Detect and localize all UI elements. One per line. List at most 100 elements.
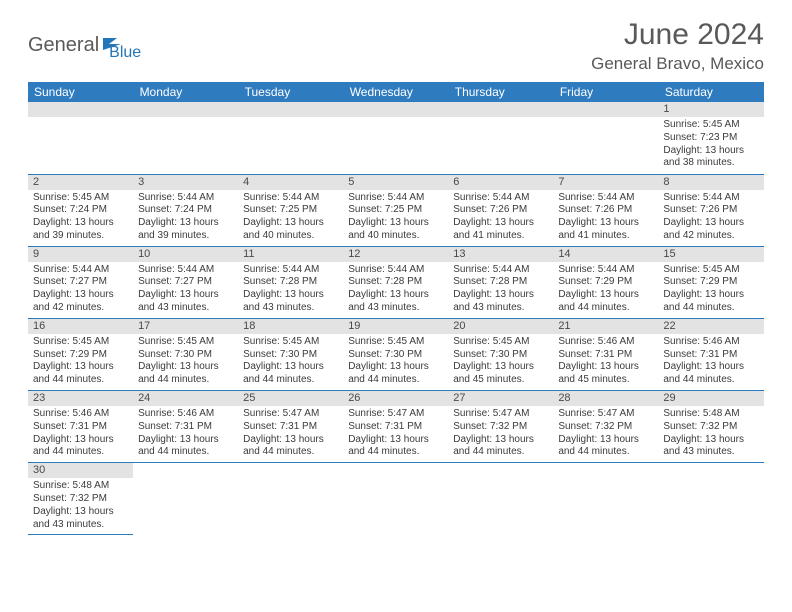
day-number: 3 (133, 175, 238, 190)
calendar-day-cell: 7Sunrise: 5:44 AMSunset: 7:26 PMDaylight… (553, 174, 658, 246)
calendar-day-cell: 11Sunrise: 5:44 AMSunset: 7:28 PMDayligh… (238, 246, 343, 318)
calendar-table: Sunday Monday Tuesday Wednesday Thursday… (28, 82, 764, 535)
day-details: Sunrise: 5:46 AMSunset: 7:31 PMDaylight:… (133, 406, 238, 462)
day-number (238, 102, 343, 117)
sunset-line: Sunset: 7:26 PM (453, 204, 548, 217)
calendar-week-row: 30Sunrise: 5:48 AMSunset: 7:32 PMDayligh… (28, 463, 764, 535)
sunrise-line: Sunrise: 5:44 AM (453, 264, 548, 277)
sunset-line: Sunset: 7:31 PM (663, 349, 758, 362)
calendar-day-cell: 28Sunrise: 5:47 AMSunset: 7:32 PMDayligh… (553, 391, 658, 463)
sunset-line: Sunset: 7:31 PM (348, 421, 443, 434)
calendar-day-cell: 25Sunrise: 5:47 AMSunset: 7:31 PMDayligh… (238, 391, 343, 463)
daylight-line: Daylight: 13 hours and 43 minutes. (663, 434, 758, 460)
sunset-line: Sunset: 7:29 PM (558, 276, 653, 289)
calendar-week-row: 23Sunrise: 5:46 AMSunset: 7:31 PMDayligh… (28, 391, 764, 463)
sunset-line: Sunset: 7:31 PM (33, 421, 128, 434)
sunrise-line: Sunrise: 5:47 AM (453, 408, 548, 421)
day-number (238, 463, 343, 478)
day-number: 16 (28, 319, 133, 334)
daylight-line: Daylight: 13 hours and 44 minutes. (348, 434, 443, 460)
calendar-week-row: 1Sunrise: 5:45 AMSunset: 7:23 PMDaylight… (28, 102, 764, 174)
daylight-line: Daylight: 13 hours and 44 minutes. (453, 434, 548, 460)
sunrise-line: Sunrise: 5:44 AM (243, 264, 338, 277)
daylight-line: Daylight: 13 hours and 43 minutes. (33, 506, 128, 532)
calendar-day-cell (133, 102, 238, 174)
sunrise-line: Sunrise: 5:47 AM (558, 408, 653, 421)
daylight-line: Daylight: 13 hours and 44 minutes. (33, 434, 128, 460)
sunrise-line: Sunrise: 5:44 AM (453, 192, 548, 205)
daylight-line: Daylight: 13 hours and 41 minutes. (558, 217, 653, 243)
day-details: Sunrise: 5:45 AMSunset: 7:30 PMDaylight:… (343, 334, 448, 390)
day-number: 13 (448, 247, 553, 262)
calendar-day-cell: 19Sunrise: 5:45 AMSunset: 7:30 PMDayligh… (343, 318, 448, 390)
daylight-line: Daylight: 13 hours and 38 minutes. (663, 145, 758, 171)
day-number: 22 (658, 319, 763, 334)
sunset-line: Sunset: 7:31 PM (138, 421, 233, 434)
daylight-line: Daylight: 13 hours and 44 minutes. (33, 361, 128, 387)
day-number: 30 (28, 463, 133, 478)
weekday-header: Thursday (448, 82, 553, 102)
sunrise-line: Sunrise: 5:45 AM (33, 192, 128, 205)
calendar-day-cell (28, 102, 133, 174)
sunrise-line: Sunrise: 5:45 AM (663, 264, 758, 277)
calendar-day-cell (238, 463, 343, 535)
calendar-day-cell (448, 102, 553, 174)
day-details: Sunrise: 5:44 AMSunset: 7:26 PMDaylight:… (448, 190, 553, 246)
day-number (133, 463, 238, 478)
sunset-line: Sunset: 7:26 PM (663, 204, 758, 217)
weekday-header: Monday (133, 82, 238, 102)
day-number: 10 (133, 247, 238, 262)
daylight-line: Daylight: 13 hours and 44 minutes. (243, 361, 338, 387)
sunset-line: Sunset: 7:29 PM (663, 276, 758, 289)
daylight-line: Daylight: 13 hours and 44 minutes. (558, 289, 653, 315)
day-number (658, 463, 763, 478)
weekday-header: Sunday (28, 82, 133, 102)
day-number: 14 (553, 247, 658, 262)
weekday-header: Tuesday (238, 82, 343, 102)
calendar-week-row: 9Sunrise: 5:44 AMSunset: 7:27 PMDaylight… (28, 246, 764, 318)
brand-text-2: Blue (109, 28, 141, 62)
day-details: Sunrise: 5:45 AMSunset: 7:29 PMDaylight:… (28, 334, 133, 390)
daylight-line: Daylight: 13 hours and 45 minutes. (558, 361, 653, 387)
calendar-day-cell: 13Sunrise: 5:44 AMSunset: 7:28 PMDayligh… (448, 246, 553, 318)
sunset-line: Sunset: 7:28 PM (348, 276, 443, 289)
daylight-line: Daylight: 13 hours and 42 minutes. (33, 289, 128, 315)
day-number: 11 (238, 247, 343, 262)
title-block: June 2024 General Bravo, Mexico (591, 18, 764, 74)
sunrise-line: Sunrise: 5:48 AM (663, 408, 758, 421)
location: General Bravo, Mexico (591, 54, 764, 74)
sunset-line: Sunset: 7:27 PM (138, 276, 233, 289)
calendar-day-cell (238, 102, 343, 174)
calendar-day-cell: 22Sunrise: 5:46 AMSunset: 7:31 PMDayligh… (658, 318, 763, 390)
weekday-header-row: Sunday Monday Tuesday Wednesday Thursday… (28, 82, 764, 102)
sunset-line: Sunset: 7:32 PM (663, 421, 758, 434)
daylight-line: Daylight: 13 hours and 42 minutes. (663, 217, 758, 243)
daylight-line: Daylight: 13 hours and 39 minutes. (138, 217, 233, 243)
sunrise-line: Sunrise: 5:44 AM (138, 264, 233, 277)
daylight-line: Daylight: 13 hours and 44 minutes. (138, 361, 233, 387)
sunset-line: Sunset: 7:30 PM (243, 349, 338, 362)
day-details: Sunrise: 5:46 AMSunset: 7:31 PMDaylight:… (658, 334, 763, 390)
sunset-line: Sunset: 7:32 PM (558, 421, 653, 434)
day-number: 20 (448, 319, 553, 334)
sunset-line: Sunset: 7:29 PM (33, 349, 128, 362)
calendar-day-cell: 26Sunrise: 5:47 AMSunset: 7:31 PMDayligh… (343, 391, 448, 463)
day-details: Sunrise: 5:45 AMSunset: 7:29 PMDaylight:… (658, 262, 763, 318)
calendar-day-cell: 30Sunrise: 5:48 AMSunset: 7:32 PMDayligh… (28, 463, 133, 535)
day-details: Sunrise: 5:44 AMSunset: 7:25 PMDaylight:… (238, 190, 343, 246)
calendar-day-cell: 16Sunrise: 5:45 AMSunset: 7:29 PMDayligh… (28, 318, 133, 390)
brand-logo: General Blue (28, 18, 141, 62)
daylight-line: Daylight: 13 hours and 40 minutes. (348, 217, 443, 243)
sunrise-line: Sunrise: 5:44 AM (558, 192, 653, 205)
sunrise-line: Sunrise: 5:44 AM (558, 264, 653, 277)
daylight-line: Daylight: 13 hours and 43 minutes. (348, 289, 443, 315)
calendar-week-row: 16Sunrise: 5:45 AMSunset: 7:29 PMDayligh… (28, 318, 764, 390)
calendar-day-cell (553, 102, 658, 174)
daylight-line: Daylight: 13 hours and 43 minutes. (453, 289, 548, 315)
day-details: Sunrise: 5:44 AMSunset: 7:29 PMDaylight:… (553, 262, 658, 318)
day-details: Sunrise: 5:48 AMSunset: 7:32 PMDaylight:… (28, 478, 133, 534)
calendar-day-cell: 20Sunrise: 5:45 AMSunset: 7:30 PMDayligh… (448, 318, 553, 390)
calendar-day-cell (553, 463, 658, 535)
daylight-line: Daylight: 13 hours and 44 minutes. (558, 434, 653, 460)
day-number: 29 (658, 391, 763, 406)
